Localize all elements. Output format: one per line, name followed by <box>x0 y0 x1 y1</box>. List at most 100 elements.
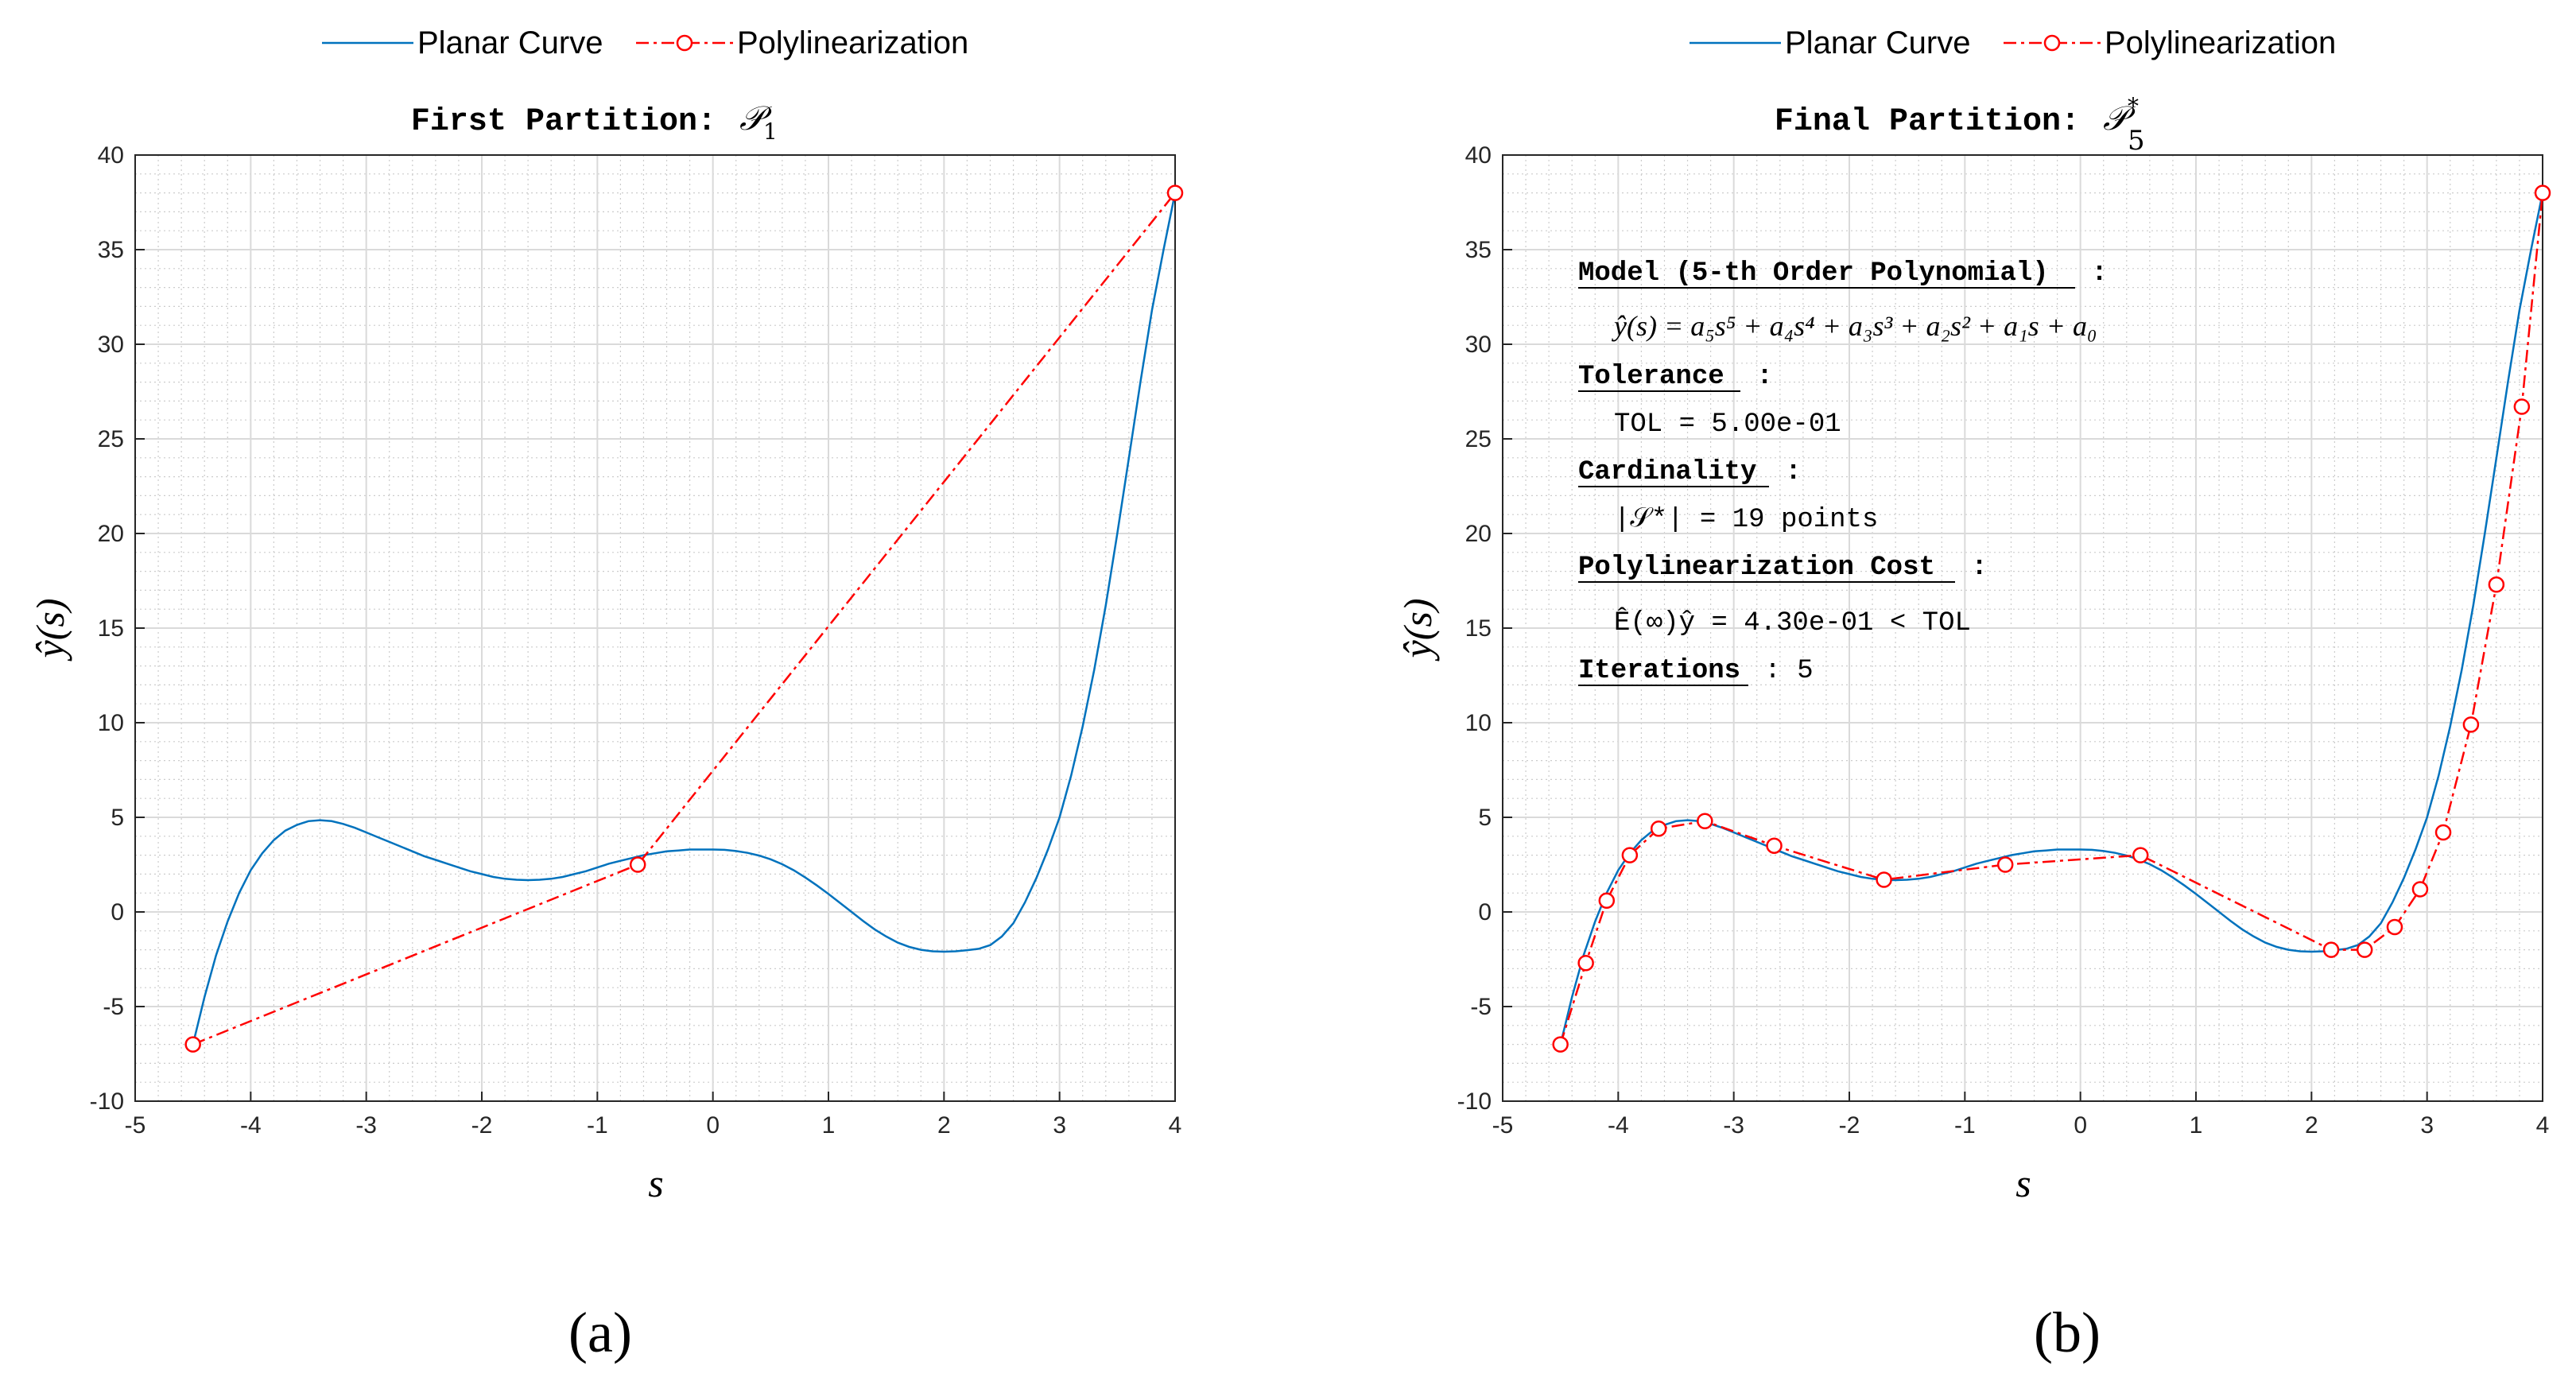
model-heading: Model (5-th Order Polynomial) <box>1578 258 2049 289</box>
y-tick-label: 5 <box>111 805 124 831</box>
panel-caption: (b) <box>2034 1301 2101 1364</box>
model-colon: : <box>2075 258 2108 289</box>
y-tick-label: 10 <box>98 710 124 736</box>
x-tick-label: -1 <box>587 1112 608 1139</box>
y-tick-label: 30 <box>98 332 124 358</box>
series-line-planar-curve <box>192 192 1177 1045</box>
x-tick-label: 2 <box>937 1112 951 1139</box>
legend-curve-label: Planar Curve <box>417 25 603 60</box>
y-tick-label: 20 <box>98 521 124 547</box>
x-tick-label: 4 <box>1169 1112 1182 1139</box>
x-tick-label: -2 <box>1839 1112 1860 1139</box>
poly-point <box>629 856 646 873</box>
legend-poly-marker <box>676 34 693 52</box>
tolerance-colon: : <box>1740 362 1773 392</box>
y-tick-label: 10 <box>1465 710 1492 736</box>
y-tick-label: 5 <box>1478 805 1492 831</box>
poly-point <box>1697 813 1713 830</box>
chart-title-subscript: 5 <box>2128 125 2145 157</box>
y-tick-label: -10 <box>1457 1088 1492 1115</box>
cost-colon: : <box>1955 553 1988 583</box>
x-tick-label: 1 <box>2190 1112 2203 1139</box>
y-tick-label: 0 <box>1478 899 1492 925</box>
poly-point <box>1876 871 1892 888</box>
y-tick-label: -5 <box>103 994 124 1020</box>
poly-point <box>1650 821 1667 837</box>
y-tick-label: 40 <box>1465 142 1492 169</box>
poly-point <box>2462 716 2480 733</box>
legend-panel-a: Planar Curve Polylinearization <box>322 25 968 60</box>
y-tick-label: 25 <box>98 426 124 452</box>
x-tick-label: -3 <box>355 1112 377 1139</box>
poly-point <box>1166 184 1184 201</box>
legend-curve-label: Planar Curve <box>1785 25 1970 60</box>
poly-point <box>2356 941 2373 958</box>
cost-value: Ê(∞)ŷ = 4.30e-01 < TOL <box>1614 607 1971 638</box>
series-line-polylinearization <box>192 192 1176 1046</box>
poly-point <box>2411 881 2429 898</box>
poly-point <box>1577 955 1594 972</box>
chart-panel-b: Final Partition: 𝒫 * 5 -5 -4 -3 -2 -1 0 1 2 3 4-1… <box>1395 93 2551 1364</box>
poly-point <box>1766 837 1783 854</box>
y-tick-label: -10 <box>90 1088 124 1115</box>
y-tick-label: 35 <box>98 237 124 263</box>
cost-heading: Polylinearization Cost <box>1578 553 1935 583</box>
tolerance-value: TOL = 5.00e-01 <box>1614 409 1841 440</box>
x-tick-label: -4 <box>240 1112 262 1139</box>
poly-point <box>2386 918 2403 936</box>
iterations-heading: Iterations <box>1578 656 1740 686</box>
poly-point <box>1996 856 2014 873</box>
poly-point <box>184 1036 201 1053</box>
tolerance-heading: Tolerance <box>1578 362 1724 392</box>
cardinality-value: |𝒮*| = 19 points <box>1614 505 1878 535</box>
chart-panel-a: First Partition: 𝒫 1 -5 -4 -3 -2 -1 0 1 2 3 4-10-… <box>28 99 1184 1364</box>
x-tick-label: 4 <box>2536 1112 2550 1139</box>
x-tick-label: -2 <box>471 1112 493 1139</box>
y-tick-label: 40 <box>98 142 124 169</box>
poly-point <box>2322 941 2340 958</box>
y-tick-label: 15 <box>98 615 124 642</box>
y-axis-label: ŷ(s) <box>28 599 72 662</box>
x-tick-label: 3 <box>1053 1112 1066 1139</box>
y-axis-label: ŷ(s) <box>1395 599 1440 662</box>
annotation-box: Model (5-th Order Polynomial) : ŷ(s) = a… <box>1578 258 2108 686</box>
y-tick-label: 0 <box>111 899 124 925</box>
cardinality-heading: Cardinality <box>1578 457 1756 487</box>
y-tick-label: -5 <box>1470 994 1492 1020</box>
x-tick-label: 2 <box>2305 1112 2318 1139</box>
x-tick-label: 3 <box>2420 1112 2434 1139</box>
y-tick-label: 15 <box>1465 615 1492 642</box>
chart-title: Final Partition: <box>1775 104 2099 140</box>
y-tick-label: 25 <box>1465 426 1492 452</box>
legend-poly-label: Polylinearization <box>2105 25 2336 60</box>
poly-point <box>2434 824 2452 841</box>
poly-point <box>1621 847 1639 863</box>
y-tick-label: 30 <box>1465 332 1492 358</box>
poly-point <box>2132 847 2149 863</box>
x-tick-label: -1 <box>1954 1112 1976 1139</box>
iterations-value: : 5 <box>1748 656 1814 686</box>
y-tick-label: 35 <box>1465 237 1492 263</box>
poly-point <box>2513 398 2531 415</box>
poly-point <box>2488 576 2505 593</box>
legend-panel-b: Planar Curve Polylinearization <box>1690 25 2336 60</box>
chart-title-superscript: * <box>2128 93 2139 119</box>
x-tick-label: 0 <box>706 1112 720 1139</box>
poly-point <box>2534 184 2551 201</box>
legend-poly-marker <box>2043 34 2061 52</box>
legend-poly-label: Polylinearization <box>737 25 968 60</box>
x-tick-label: -5 <box>1492 1112 1514 1139</box>
x-tick-label: -3 <box>1723 1112 1744 1139</box>
x-tick-label: 0 <box>2074 1112 2087 1139</box>
chart-title: First Partition: <box>411 104 735 140</box>
x-tick-label: -4 <box>1608 1112 1629 1139</box>
y-tick-label: 20 <box>1465 521 1492 547</box>
poly-point <box>1598 892 1616 909</box>
chart-title-subscript: 1 <box>763 118 778 145</box>
x-tick-label: 1 <box>822 1112 836 1139</box>
x-axis-label: s <box>648 1161 663 1205</box>
panel-caption: (a) <box>568 1301 632 1364</box>
x-axis-label: s <box>2015 1161 2031 1205</box>
